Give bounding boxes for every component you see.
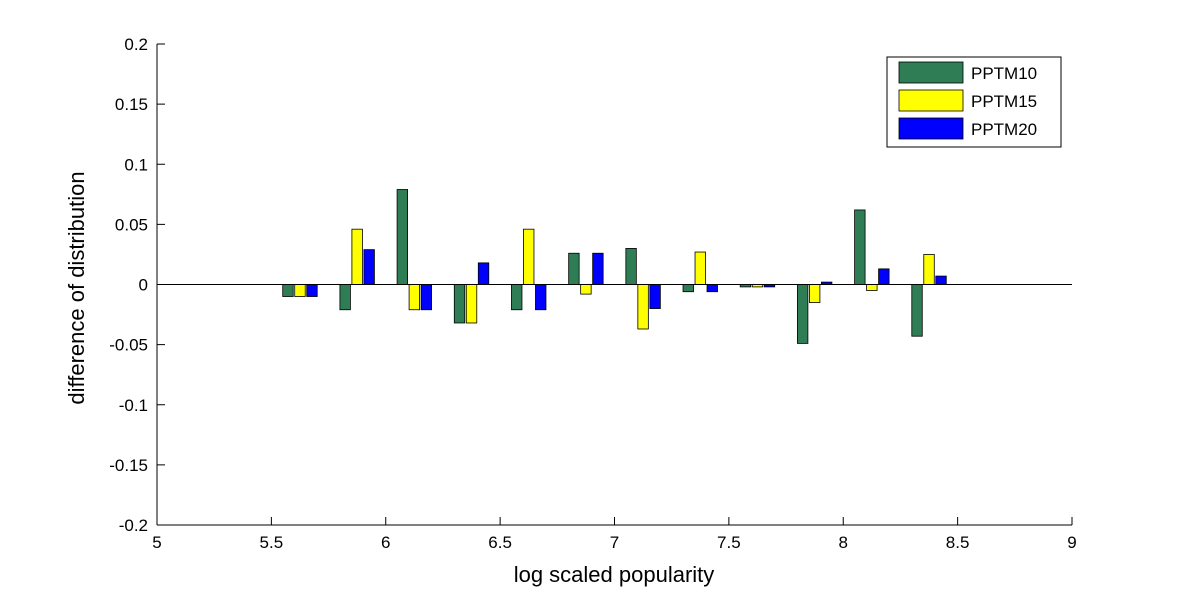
x-tick-label: 7 (610, 533, 619, 552)
y-tick-label: -0.2 (119, 516, 148, 535)
bar-pptm15-4 (523, 228, 535, 285)
bar-pptm15-7 (694, 251, 706, 285)
bar-pptm10-2 (396, 189, 408, 285)
bar-pptm10-11 (911, 284, 923, 337)
x-tick-label: 6 (381, 533, 390, 552)
x-tick-label: 6.5 (488, 533, 512, 552)
y-tick-label: 0 (139, 276, 148, 295)
bar-pptm20-5 (592, 252, 604, 285)
y-tick-label: 0.15 (115, 95, 148, 114)
y-ticks: -0.2 -0.15 -0.1 -0.05 0 0.05 0.1 0.15 0.2 (109, 35, 165, 535)
bar-pptm15-6 (637, 284, 649, 330)
bar-pptm10-6 (625, 248, 637, 285)
bar-pptm15-3 (465, 284, 478, 324)
bar-pptm15-5 (580, 284, 592, 295)
y-axis-label: difference of distribution (64, 171, 89, 404)
bar-pptm20-3 (477, 262, 490, 285)
bar-pptm15-11 (923, 254, 935, 285)
legend: PPTM10 PPTM15 PPTM20 (886, 56, 1062, 148)
bar-pptm15-2 (408, 284, 420, 311)
x-tick-label: 7.5 (717, 533, 741, 552)
x-axis-label: log scaled popularity (514, 562, 715, 587)
x-tick-label: 8 (839, 533, 848, 552)
bar-pptm20-6 (649, 284, 661, 309)
legend-label-pptm10: PPTM10 (971, 64, 1037, 83)
bars (282, 189, 947, 344)
bar-pptm10-9 (797, 284, 809, 344)
legend-label-pptm20: PPTM20 (971, 120, 1037, 139)
legend-label-pptm15: PPTM15 (971, 92, 1037, 111)
legend-swatch-pptm10 (898, 61, 964, 84)
bar-pptm10-5 (568, 252, 580, 285)
x-tick-label: 5.5 (260, 533, 284, 552)
y-tick-label: 0.05 (115, 215, 148, 234)
y-tick-label: -0.15 (109, 456, 148, 475)
bar-pptm15-0 (294, 284, 306, 297)
y-tick-label: 0.2 (124, 35, 148, 54)
bar-pptm10-7 (682, 284, 694, 293)
y-tick-label: -0.05 (109, 336, 148, 355)
x-tick-label: 8.5 (946, 533, 970, 552)
bar-pptm20-2 (420, 284, 432, 311)
bar-pptm10-0 (282, 284, 294, 297)
bar-pptm20-0 (306, 284, 318, 297)
bar-pptm20-1 (363, 249, 375, 285)
bar-pptm15-1 (351, 228, 363, 285)
bar-pptm20-7 (706, 284, 718, 293)
x-ticks: 5 5.5 6 6.5 7 7.5 8 8.5 9 (152, 517, 1077, 552)
x-tick-label: 9 (1067, 533, 1076, 552)
bar-pptm10-1 (339, 284, 351, 311)
bar-pptm15-9 (809, 284, 821, 303)
bar-pptm10-10 (854, 209, 866, 285)
bar-pptm20-10 (878, 268, 890, 285)
bar-pptm15-10 (866, 284, 878, 291)
bar-pptm20-4 (535, 284, 547, 311)
bar-pptm10-3 (453, 284, 466, 324)
x-tick-label: 5 (152, 533, 161, 552)
y-tick-label: 0.1 (124, 155, 148, 174)
y-tick-label: -0.1 (119, 396, 148, 415)
bar-pptm20-11 (935, 275, 947, 285)
bar-pptm10-4 (511, 284, 523, 311)
legend-swatch-pptm20 (898, 117, 964, 140)
legend-swatch-pptm15 (898, 89, 964, 112)
